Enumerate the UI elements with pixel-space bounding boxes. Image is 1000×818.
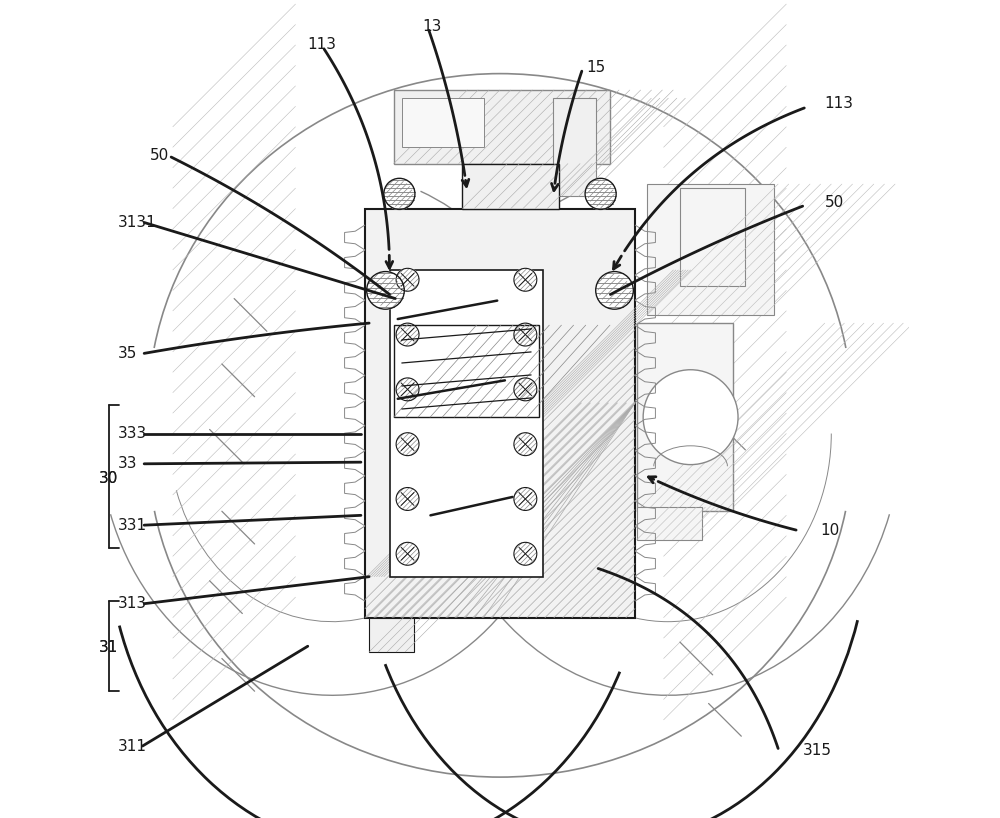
Polygon shape: [396, 323, 419, 346]
Text: 15: 15: [586, 60, 605, 74]
Text: 113: 113: [308, 38, 337, 52]
Bar: [369, 618, 414, 652]
Polygon shape: [514, 323, 537, 346]
Text: 315: 315: [803, 743, 832, 757]
Text: 50: 50: [825, 196, 844, 210]
Bar: [394, 325, 539, 417]
Text: 30: 30: [99, 471, 119, 486]
Polygon shape: [396, 268, 419, 291]
Bar: [637, 507, 702, 540]
Polygon shape: [384, 178, 415, 209]
Text: 331: 331: [118, 518, 147, 533]
Polygon shape: [514, 433, 537, 456]
Text: 31: 31: [99, 640, 119, 655]
Polygon shape: [585, 178, 616, 209]
Polygon shape: [596, 272, 633, 309]
Text: 333: 333: [118, 426, 147, 441]
Polygon shape: [396, 488, 419, 510]
Bar: [553, 98, 596, 196]
Circle shape: [643, 370, 738, 465]
Polygon shape: [396, 378, 419, 401]
Polygon shape: [396, 433, 419, 456]
Text: 10: 10: [820, 523, 839, 537]
Bar: [402, 98, 484, 147]
Bar: [462, 164, 559, 209]
Polygon shape: [396, 542, 419, 565]
Text: 31: 31: [99, 640, 119, 655]
Polygon shape: [514, 488, 537, 510]
Bar: [647, 184, 774, 315]
Polygon shape: [514, 542, 537, 565]
Text: 311: 311: [118, 739, 147, 753]
Polygon shape: [367, 272, 404, 309]
Text: 313: 313: [118, 596, 147, 611]
Text: 30: 30: [99, 471, 119, 486]
Text: 35: 35: [118, 346, 137, 361]
Text: 3131: 3131: [118, 215, 157, 230]
Polygon shape: [514, 378, 537, 401]
Bar: [365, 209, 635, 618]
Text: 50: 50: [150, 148, 169, 163]
Bar: [637, 323, 733, 511]
Text: 13: 13: [422, 20, 442, 34]
Text: 33: 33: [118, 456, 137, 471]
Bar: [394, 90, 610, 164]
Polygon shape: [514, 268, 537, 291]
Bar: [390, 270, 543, 577]
Bar: [680, 188, 745, 286]
Text: 113: 113: [825, 97, 854, 111]
